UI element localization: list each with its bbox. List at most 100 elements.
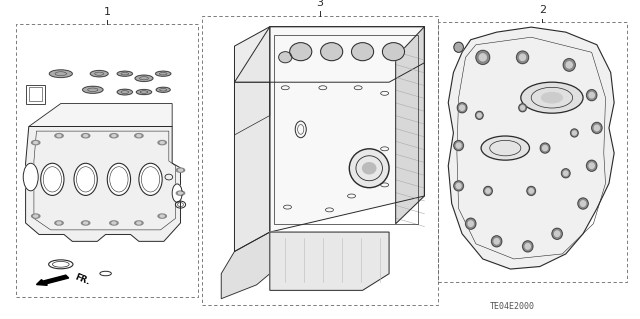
Circle shape	[31, 214, 40, 218]
Circle shape	[177, 191, 185, 195]
Circle shape	[31, 141, 40, 145]
Ellipse shape	[41, 163, 64, 196]
Ellipse shape	[156, 71, 171, 76]
Circle shape	[34, 142, 38, 144]
Ellipse shape	[543, 145, 547, 151]
Ellipse shape	[529, 189, 533, 193]
Ellipse shape	[564, 171, 568, 175]
Circle shape	[57, 135, 61, 137]
Polygon shape	[234, 27, 270, 251]
Text: TE04E2000: TE04E2000	[490, 302, 534, 311]
Ellipse shape	[290, 43, 312, 61]
Circle shape	[110, 134, 118, 138]
Ellipse shape	[476, 111, 483, 119]
Ellipse shape	[139, 163, 162, 196]
Bar	[16, 24, 198, 297]
Circle shape	[158, 214, 166, 218]
Circle shape	[521, 82, 583, 113]
Text: FR.: FR.	[74, 272, 92, 286]
Ellipse shape	[566, 62, 572, 68]
Circle shape	[158, 141, 166, 145]
Ellipse shape	[362, 163, 376, 174]
Circle shape	[179, 169, 182, 171]
Polygon shape	[29, 104, 172, 127]
Ellipse shape	[23, 163, 38, 191]
Circle shape	[137, 222, 141, 224]
Circle shape	[179, 192, 182, 194]
Ellipse shape	[117, 89, 132, 95]
Text: 2: 2	[539, 5, 546, 15]
Ellipse shape	[540, 143, 550, 153]
Ellipse shape	[117, 71, 132, 76]
Circle shape	[55, 134, 63, 138]
Ellipse shape	[351, 43, 374, 61]
Ellipse shape	[90, 70, 108, 77]
Ellipse shape	[563, 59, 575, 71]
Ellipse shape	[592, 122, 602, 133]
Circle shape	[481, 136, 529, 160]
Ellipse shape	[108, 163, 131, 196]
Circle shape	[177, 168, 185, 172]
Ellipse shape	[349, 149, 389, 188]
Ellipse shape	[454, 181, 463, 191]
Ellipse shape	[83, 86, 103, 93]
Circle shape	[137, 135, 141, 137]
Ellipse shape	[49, 70, 72, 78]
Ellipse shape	[477, 113, 481, 117]
Circle shape	[34, 215, 38, 217]
Circle shape	[84, 222, 88, 224]
Ellipse shape	[456, 143, 461, 148]
Ellipse shape	[595, 125, 600, 131]
Polygon shape	[396, 27, 424, 224]
Circle shape	[135, 134, 143, 138]
Polygon shape	[26, 127, 180, 241]
Polygon shape	[448, 27, 614, 269]
Circle shape	[541, 93, 563, 103]
Circle shape	[84, 135, 88, 137]
Ellipse shape	[74, 163, 97, 196]
Ellipse shape	[552, 228, 563, 239]
Polygon shape	[221, 232, 270, 299]
Ellipse shape	[486, 189, 490, 193]
Ellipse shape	[479, 54, 486, 61]
Ellipse shape	[571, 129, 578, 137]
Polygon shape	[270, 27, 424, 232]
Bar	[275, 35, 418, 224]
Circle shape	[112, 222, 116, 224]
Text: 3: 3	[317, 0, 323, 8]
Ellipse shape	[589, 163, 595, 168]
Circle shape	[160, 215, 164, 217]
Ellipse shape	[278, 52, 292, 63]
Ellipse shape	[580, 201, 586, 206]
Ellipse shape	[468, 221, 474, 226]
Ellipse shape	[573, 131, 576, 135]
Ellipse shape	[586, 160, 597, 171]
Bar	[438, 22, 627, 282]
Ellipse shape	[321, 43, 342, 61]
Ellipse shape	[516, 51, 529, 64]
Ellipse shape	[520, 54, 525, 61]
FancyArrow shape	[36, 275, 68, 285]
Ellipse shape	[136, 90, 152, 95]
Circle shape	[57, 222, 61, 224]
Bar	[202, 16, 438, 305]
Ellipse shape	[494, 239, 499, 244]
Ellipse shape	[561, 169, 570, 178]
Circle shape	[160, 142, 164, 144]
Circle shape	[81, 134, 90, 138]
Circle shape	[135, 221, 143, 225]
Ellipse shape	[519, 104, 526, 112]
Ellipse shape	[457, 103, 467, 113]
Ellipse shape	[135, 75, 153, 81]
Circle shape	[81, 221, 90, 225]
Text: 1: 1	[104, 7, 111, 17]
Ellipse shape	[454, 140, 463, 151]
Ellipse shape	[460, 105, 465, 110]
Circle shape	[110, 221, 118, 225]
Ellipse shape	[586, 90, 597, 101]
Ellipse shape	[454, 42, 463, 52]
Polygon shape	[234, 27, 424, 82]
Ellipse shape	[492, 236, 502, 247]
Polygon shape	[270, 232, 389, 290]
Ellipse shape	[484, 186, 492, 196]
